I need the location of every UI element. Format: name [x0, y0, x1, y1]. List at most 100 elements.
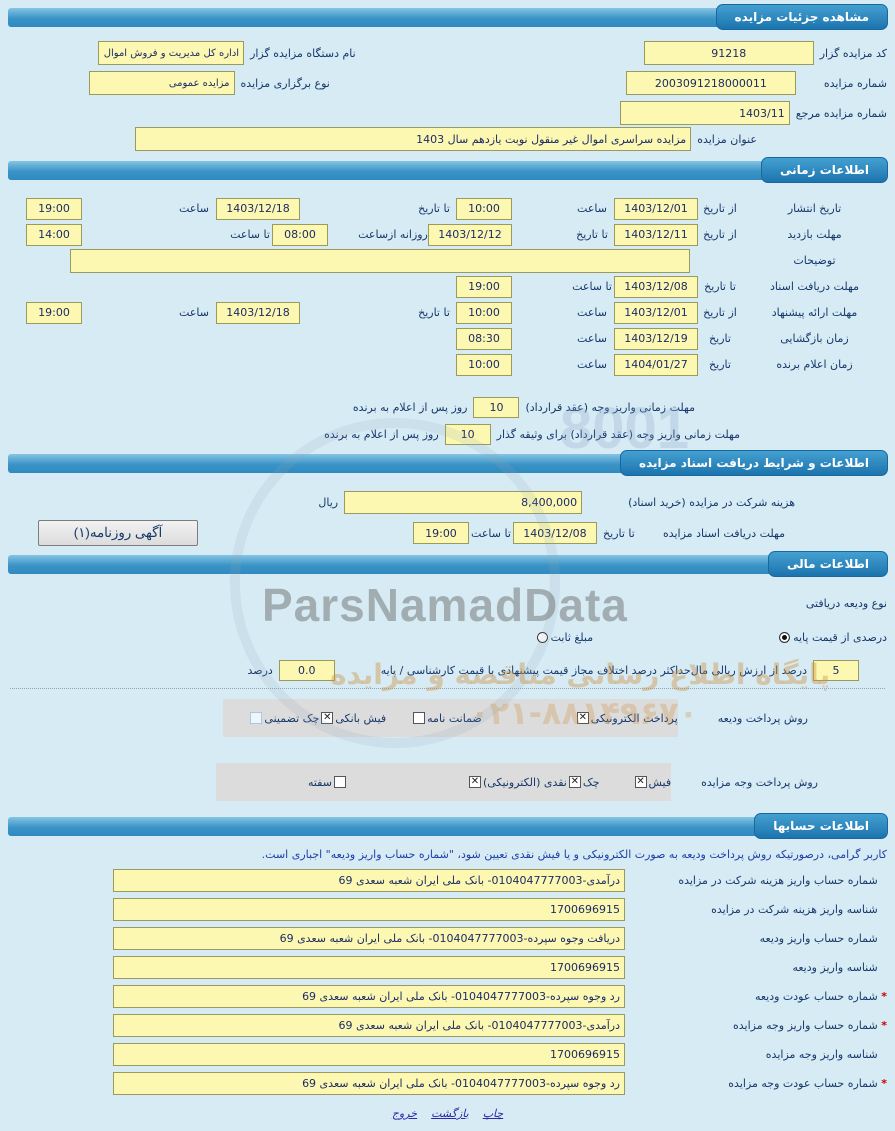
payment-methods-row: روش پرداخت وجه مزایده فیش چک نقدی (الکتر…	[8, 763, 818, 801]
ref-number-label: شماره مزایده مرجع	[795, 106, 887, 120]
to-time-label: تا ساعت	[572, 280, 612, 293]
visit-from-date-field[interactable]: 1403/12/11	[614, 223, 698, 246]
winner-label: زمان اعلام برنده	[776, 358, 853, 371]
radio-percent-of-base[interactable]: درصدی از قیمت پایه	[779, 631, 887, 644]
checkbox-icon[interactable]	[250, 712, 263, 724]
radio-icon[interactable]	[779, 631, 791, 643]
back-link[interactable]: بازگشت	[431, 1107, 469, 1120]
doc-deadline-row: مهلت دریافت اسناد تا تاریخ 1403/12/08 تا…	[8, 274, 887, 299]
print-link[interactable]: چاپ	[482, 1107, 504, 1120]
auction-number-label: شماره مزایده	[823, 76, 887, 90]
opening-time-field[interactable]: 08:30	[456, 327, 512, 350]
section-title: اطلاعات زمانی	[761, 157, 888, 183]
max-diff-field[interactable]: 0.0	[278, 659, 335, 681]
publish-from-date-field[interactable]: 1403/12/01	[614, 197, 698, 220]
auctioneer-name-label: نام دستگاه مزایده گزار	[250, 46, 356, 60]
section-header-details: مشاهده جزئیات مزایده	[8, 4, 888, 30]
pay-deadline-row: مهلت زمانی واریز وجه (عقد قرارداد) 10 رو…	[8, 395, 695, 419]
checkbox-item[interactable]: فیش	[634, 776, 671, 789]
visit-to-time-field[interactable]: 14:00	[26, 223, 82, 246]
publish-to-date-field[interactable]: 1403/12/18	[216, 197, 300, 220]
pay-deadline-guarantor-days-field[interactable]: 10	[444, 423, 491, 445]
pay-deadline-days-field[interactable]: 10	[473, 396, 520, 418]
radio-fixed-amount[interactable]: مبلغ ثابت	[536, 630, 594, 644]
checkbox-label: فیش بانکی	[335, 711, 387, 725]
offer-to-date-field[interactable]: 1403/12/18	[216, 301, 300, 324]
pay-deadline-guarantor-row: مهلت زمانی واریز وجه (عقد قرارداد) برای …	[8, 422, 740, 446]
auction-type-field[interactable]: مزایده عمومی	[88, 71, 235, 95]
fee-field[interactable]: 8,400,000	[344, 490, 583, 514]
percent-row: 5 درصد از ارزش ریالی مال حداکثر درصد اخت…	[8, 658, 865, 682]
checkbox-item[interactable]: فیش بانکی	[321, 712, 386, 725]
max-diff-label: حداکثر درصد اختلاف مجاز قیمت پیشنهادی با…	[380, 663, 691, 677]
opening-date-field[interactable]: 1403/12/19	[614, 327, 698, 350]
account-row: * شماره حساب واریز هزینه شرکت در مزایده …	[8, 869, 887, 892]
notes-row: توضیحات	[8, 248, 887, 273]
account-value-field[interactable]: درآمدی-0104047777003- بانک ملی ایران شعب…	[113, 869, 625, 892]
account-value-field[interactable]: 1700696915	[113, 1043, 625, 1066]
from-date-label: از تاریخ	[703, 306, 737, 319]
checkbox-item[interactable]: سفته	[308, 776, 346, 789]
deposit-methods-panel: پرداخت الکترونیکی ضمانت نامه فیش بانکی چ…	[222, 699, 678, 737]
visit-row: مهلت بازدید از تاریخ 1403/12/11 تا تاریخ…	[8, 222, 887, 247]
account-value-field[interactable]: دریافت وجوه سپرده-0104047777003- بانک مل…	[113, 927, 625, 950]
offer-from-date-field[interactable]: 1403/12/01	[614, 301, 698, 324]
doc-deadline2-date-field[interactable]: 1403/12/08	[512, 522, 597, 544]
deposit-methods-label: روش پرداخت ودیعه	[717, 711, 808, 725]
checkbox-item[interactable]: پرداخت الکترونیکی	[576, 711, 678, 725]
checkbox-item[interactable]: چک تضمینی	[250, 712, 319, 725]
to-time-label: تا ساعت	[471, 526, 511, 540]
checkbox-icon[interactable]	[321, 712, 334, 724]
checkbox-icon[interactable]	[576, 712, 589, 724]
doc-deadline-time-field[interactable]: 19:00	[456, 275, 512, 298]
visit-to-date-field[interactable]: 1403/12/12	[428, 223, 512, 246]
publish-to-time-field[interactable]: 19:00	[26, 197, 82, 220]
checkbox-label: چک	[582, 775, 600, 789]
fee-unit-label: ریال	[318, 495, 339, 509]
ref-number-field[interactable]: 1403/11	[619, 101, 790, 125]
checkbox-item[interactable]: نقدی (الکترونیکی)	[468, 776, 567, 789]
auctioneer-name-field[interactable]: اداره کل مدیریت و فروش اموال	[98, 41, 245, 65]
checkbox-icon[interactable]	[568, 776, 581, 788]
from-date-label: از تاریخ	[703, 228, 737, 241]
checkbox-icon[interactable]	[333, 776, 346, 788]
checkbox-icon[interactable]	[413, 712, 426, 724]
account-label: شماره حساب واریز وجه مزایده	[732, 1019, 878, 1032]
auction-number-field[interactable]: 2003091218000011	[625, 71, 796, 95]
section-title: مشاهده جزئیات مزایده	[715, 4, 888, 30]
winner-time-field[interactable]: 10:00	[456, 353, 512, 376]
fee-label: هزینه شرکت در مزایده (خرید اسناد)	[628, 495, 795, 509]
account-value-field[interactable]: رد وجوه سپرده-0104047777003- بانک ملی ای…	[113, 985, 625, 1008]
winner-row: زمان اعلام برنده تاریخ 1404/01/27 ساعت 1…	[8, 352, 887, 377]
visit-daily-time-field[interactable]: 08:00	[272, 223, 328, 246]
radio-label: مبلغ ثابت	[550, 630, 594, 644]
pay-deadline-guarantor-label: مهلت زمانی واریز وجه (عقد قرارداد) برای …	[496, 427, 740, 441]
radio-icon[interactable]	[536, 631, 548, 643]
checkbox-item[interactable]: چک	[568, 775, 600, 789]
account-label: شناسه واریز ودیعه	[792, 961, 878, 974]
deposit-methods-row: روش پرداخت ودیعه پرداخت الکترونیکی ضمانت…	[8, 699, 808, 737]
offer-to-time-field[interactable]: 19:00	[26, 301, 82, 324]
account-value-field[interactable]: 1700696915	[113, 898, 625, 921]
checkbox-item[interactable]: ضمانت نامه	[413, 712, 482, 725]
checkbox-label: پرداخت الکترونیکی	[590, 711, 678, 725]
checkbox-icon[interactable]	[468, 776, 481, 788]
publish-from-time-field[interactable]: 10:00	[456, 197, 512, 220]
auctioneer-code-field[interactable]: 91218	[643, 41, 814, 65]
notes-field[interactable]	[70, 248, 690, 273]
exit-link[interactable]: خروج	[391, 1107, 418, 1120]
account-value-field[interactable]: 1700696915	[113, 956, 625, 979]
newspaper-ad-button[interactable]: آگهی روزنامه(۱)	[38, 520, 198, 546]
section-header-accounts: اطلاعات حسابها	[8, 813, 888, 839]
auction-title-field[interactable]: مزایده سراسری اموال غیر منقول نوبت یازده…	[135, 127, 692, 151]
checkbox-icon[interactable]	[634, 776, 647, 788]
account-label: شناسه واریز هزینه شرکت در مزایده	[711, 903, 878, 916]
account-value-field[interactable]: رد وجوه سپرده-0104047777003- بانک ملی ای…	[113, 1072, 625, 1095]
offer-from-time-field[interactable]: 10:00	[456, 301, 512, 324]
account-value-field[interactable]: درآمدی-0104047777003- بانک ملی ایران شعب…	[113, 1014, 625, 1037]
detail-row: کد مزایده گزار 91218 نام دستگاه مزایده گ…	[8, 41, 887, 65]
winner-date-field[interactable]: 1404/01/27	[614, 353, 698, 376]
doc-deadline-date-field[interactable]: 1403/12/08	[614, 275, 698, 298]
percent-field[interactable]: 5	[813, 659, 859, 681]
doc-deadline2-time-field[interactable]: 19:00	[412, 522, 469, 544]
